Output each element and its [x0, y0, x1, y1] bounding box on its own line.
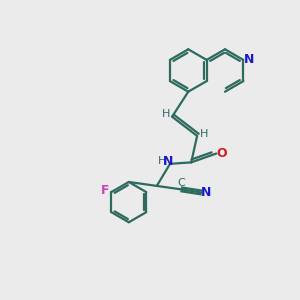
- Text: H: H: [158, 157, 166, 166]
- Text: O: O: [216, 147, 226, 160]
- Text: F: F: [100, 184, 109, 197]
- Text: N: N: [163, 155, 173, 168]
- Text: C: C: [178, 178, 185, 188]
- Text: N: N: [201, 186, 211, 199]
- Text: H: H: [200, 128, 208, 139]
- Text: H: H: [161, 110, 170, 119]
- Text: N: N: [244, 53, 254, 66]
